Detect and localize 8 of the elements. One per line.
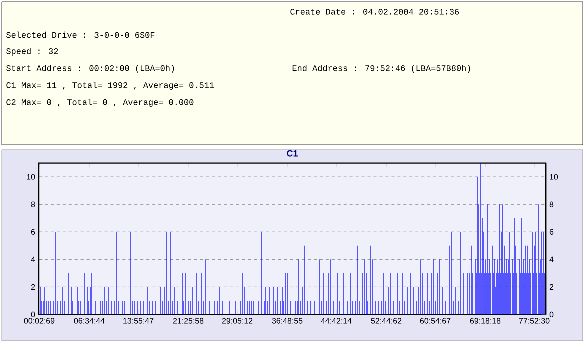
chart-title: C1 bbox=[287, 150, 298, 157]
text: Speed : 32 bbox=[6, 48, 58, 56]
text: End Address : 79:52:46 (LBA=57B80h) bbox=[292, 65, 470, 73]
text: C2 Max= 0 , Total= 0 , Average= 0.000 bbox=[6, 99, 194, 107]
text: C1 Max= 11 , Total= 1992 , Average= 0.511 bbox=[6, 82, 214, 90]
text: Start Address : 00:02:00 (LBA=0h) bbox=[6, 65, 174, 73]
text: Selected Drive : 3-0-0-0 6S0F bbox=[6, 32, 155, 38]
text: Create Date : 04.02.2004 20:51:36 bbox=[290, 9, 460, 15]
